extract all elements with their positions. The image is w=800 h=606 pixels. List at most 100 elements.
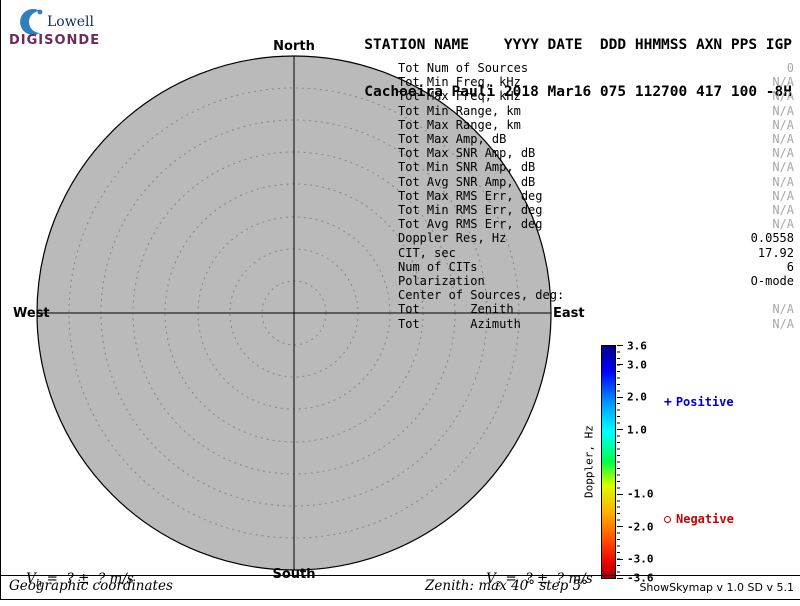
colorbar-tick-label: -3.6: [627, 571, 654, 585]
stat-row: Tot Azimuth N/A: [398, 317, 794, 331]
colorbar-tick-label: 3.0: [627, 358, 647, 372]
stat-label: Num of CITs: [398, 259, 478, 274]
stat-value: N/A: [772, 174, 794, 189]
stat-row: Tot Avg SNR Amp, dB N/A: [398, 175, 794, 189]
stat-label: Polarization: [398, 274, 485, 289]
stat-row: Tot Avg RMS Err, deg N/A: [398, 217, 794, 231]
plus-marker-icon: +: [664, 395, 672, 410]
stat-value: N/A: [772, 316, 794, 331]
stat-value: 0: [786, 61, 794, 75]
logo-product: DIGISONDE: [9, 33, 101, 48]
doppler-colorbar: [601, 345, 616, 579]
compass-north-label: North: [273, 39, 315, 54]
stat-label: Tot Min RMS Err, deg: [398, 203, 543, 218]
stat-label: Tot Max Freq, kHz: [398, 89, 521, 104]
legend-negative-label: Negative: [676, 512, 734, 526]
header-column-titles: STATION NAME YYYY DATE DDD HHMMSS AXN PP…: [364, 37, 792, 53]
stat-label: Center of Sources, deg:: [398, 288, 565, 303]
stat-label: CIT, sec: [398, 245, 456, 260]
stat-label: Tot Azimuth: [398, 316, 521, 331]
stat-row: Tot Max SNR Amp, dB N/A: [398, 146, 794, 160]
stat-value: 6: [786, 259, 794, 274]
stat-value: 0.0558: [750, 231, 794, 246]
stat-row: Polarization O-mode: [398, 274, 794, 288]
totals-stats-panel: Tot Num of Sources 0 Tot Min Freq, kHz N/A…: [398, 61, 794, 331]
circle-marker-icon: [664, 516, 671, 523]
stat-row: Tot Min SNR Amp, dB N/A: [398, 160, 794, 174]
colorbar-axis-title: Doppler, Hz: [582, 425, 596, 498]
app-version-label: ShowSkymap v 1.0 SD v 5.1: [639, 581, 794, 594]
zenith-range-label: Zenith: max 40° step 5°: [425, 578, 588, 594]
legend-positive-label: Positive: [675, 395, 734, 409]
stat-value: N/A: [772, 132, 794, 147]
colorbar-tick-label: 3.6: [627, 339, 647, 353]
stat-row: Tot Max Freq, kHz N/A: [398, 89, 794, 103]
stat-value: N/A: [772, 75, 794, 90]
stat-value: O-mode: [750, 274, 794, 289]
stat-label: Doppler Res, Hz: [398, 231, 507, 246]
stat-value: N/A: [772, 203, 794, 218]
stat-row: Tot Min Freq, kHz N/A: [398, 75, 794, 89]
colorbar-tick-label: -3.0: [627, 552, 654, 566]
stat-value: N/A: [772, 146, 794, 161]
stat-label: Tot Zenith: [398, 302, 514, 317]
colorbar-tick-label: -1.0: [627, 487, 654, 501]
stat-value: N/A: [772, 89, 794, 104]
legend-negative: Negative: [664, 512, 734, 526]
stat-label: Tot Min Freq, kHz: [398, 75, 521, 90]
stat-value: N/A: [772, 103, 794, 118]
colorbar-tick: [617, 429, 623, 430]
crosshair-axes: [37, 56, 551, 570]
stat-value: N/A: [772, 302, 794, 317]
compass-south-label: South: [272, 567, 316, 582]
stat-label: Tot Min Range, km: [398, 103, 521, 118]
stat-value: 17.92: [757, 245, 794, 260]
stat-row: Tot Zenith N/A: [398, 302, 794, 316]
colorbar-tick-label: 1.0: [627, 423, 647, 437]
stat-row: Center of Sources, deg:: [398, 288, 794, 302]
compass-west-label: West: [13, 306, 50, 321]
station-header: STATION NAME YYYY DATE DDD HHMMSS AXN PP…: [364, 7, 792, 131]
stat-label: Tot Avg SNR Amp, dB: [398, 174, 536, 189]
stat-row: Doppler Res, Hz 0.0558: [398, 231, 794, 245]
vh-symbol: V: [26, 571, 36, 587]
legend-positive: + Positive: [664, 395, 734, 410]
colorbar-tick: [617, 364, 623, 365]
header-station-values: Cachoeira Pauli 2018 Mar16 075 112700 41…: [364, 83, 792, 100]
footer-divider: [1, 575, 800, 576]
compass-east-label: East: [553, 306, 585, 321]
stat-row: Tot Max Range, km N/A: [398, 118, 794, 132]
coordinates-mode-label: Geographic coordinates: [9, 578, 173, 594]
stat-label: Tot Max SNR Amp, dB: [398, 146, 536, 161]
lowell-digisonde-logo: Lowell DIGISONDE: [7, 5, 119, 49]
stat-value: N/A: [772, 217, 794, 232]
logo-swoosh-icon: [20, 9, 43, 35]
colorbar-minor-ticks: [617, 345, 620, 579]
stat-label: Tot Min SNR Amp, dB: [398, 160, 536, 175]
stat-row: Tot Min RMS Err, deg N/A: [398, 203, 794, 217]
colorbar-tick: [617, 345, 623, 346]
colorbar-tick: [617, 559, 623, 560]
stat-row: CIT, sec 17.92: [398, 246, 794, 260]
vz-subscript: z: [495, 578, 502, 590]
colorbar-tick-label: -2.0: [627, 520, 654, 534]
colorbar-tick: [617, 397, 623, 398]
stat-row: Tot Max RMS Err, deg N/A: [398, 189, 794, 203]
stat-row: Num of CITs 6: [398, 260, 794, 274]
stat-row: Tot Num of Sources 0: [398, 61, 794, 75]
stat-label: Tot Max Amp, dB: [398, 132, 507, 147]
stat-value: N/A: [772, 188, 794, 203]
colorbar-tick-label: 2.0: [627, 390, 647, 404]
colorbar-tick: [617, 578, 623, 579]
vz-symbol: V: [486, 571, 496, 587]
stat-label: Tot Num of Sources: [398, 61, 529, 75]
stat-value: N/A: [772, 160, 794, 175]
stat-label: Tot Max Range, km: [398, 117, 521, 132]
stat-label: Tot Avg RMS Err, deg: [398, 217, 543, 232]
colorbar-tick: [617, 526, 623, 527]
stat-row: Tot Min Range, km N/A: [398, 104, 794, 118]
stat-row: Tot Max Amp, dB N/A: [398, 132, 794, 146]
logo-name: Lowell: [47, 14, 94, 30]
